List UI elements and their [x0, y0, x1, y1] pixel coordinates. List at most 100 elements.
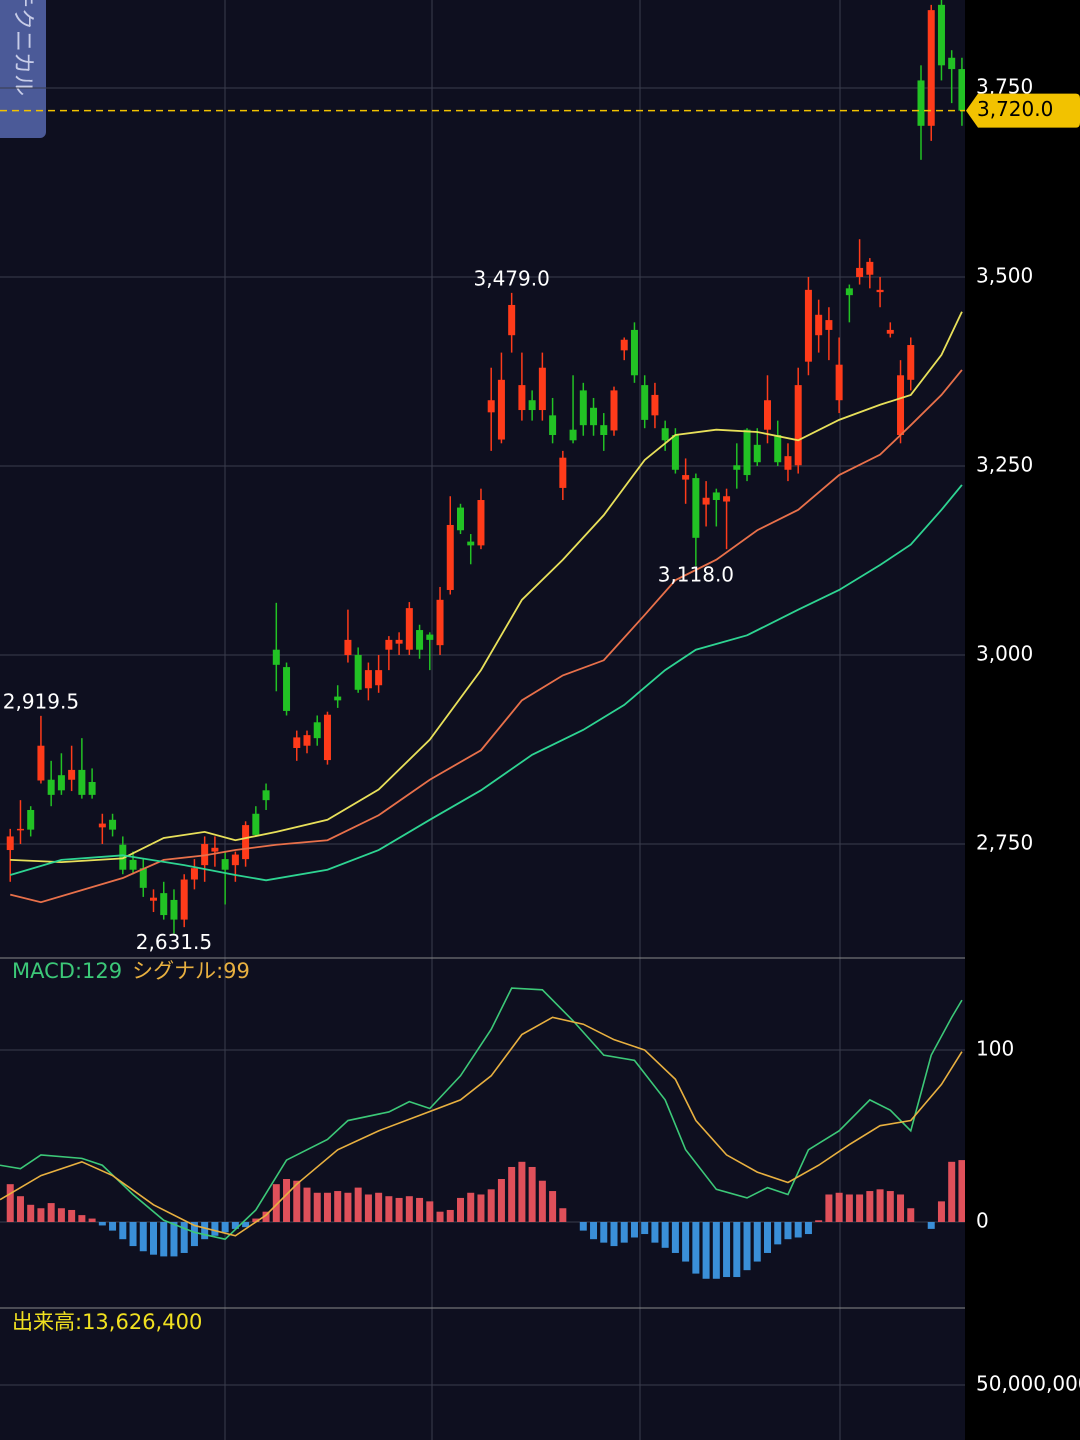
macd-label: MACD:129: [12, 959, 122, 983]
candle-body: [446, 524, 454, 590]
histogram-bar: [139, 1222, 147, 1252]
histogram-bar: [109, 1222, 117, 1231]
histogram-bar: [753, 1222, 761, 1262]
histogram-bar: [149, 1222, 157, 1255]
moving-average: [9, 484, 963, 882]
histogram-bar: [98, 1222, 106, 1226]
histogram-bar: [27, 1204, 35, 1223]
histogram-bar: [508, 1166, 516, 1223]
candle-body: [303, 735, 311, 746]
candle-body: [958, 69, 965, 111]
histogram-bar: [395, 1197, 403, 1223]
candle-body: [682, 475, 690, 480]
candle-body: [180, 879, 188, 920]
histogram-bar: [794, 1222, 802, 1238]
candle-body: [897, 375, 905, 436]
histogram-bar: [682, 1222, 690, 1262]
candle-body: [569, 429, 577, 441]
candle-body: [160, 893, 168, 916]
plot-area: [0, 0, 965, 934]
histogram-bar: [446, 1209, 454, 1223]
candle-body: [477, 500, 485, 546]
candle-body: [436, 599, 444, 646]
candle-body: [98, 823, 106, 828]
candle-body: [692, 478, 700, 538]
histogram-bar: [845, 1194, 853, 1223]
candle-body: [283, 667, 291, 711]
histogram-bar: [661, 1222, 669, 1248]
y-tick-label: 0: [976, 1209, 989, 1233]
candle-body: [395, 639, 403, 644]
candle-body: [6, 836, 14, 851]
histogram-bar: [590, 1222, 598, 1240]
histogram-bar: [518, 1161, 526, 1223]
histogram-bar: [313, 1192, 321, 1223]
histogram-bar: [129, 1222, 137, 1247]
y-tick-label: 3,000: [976, 641, 1033, 665]
macd-line: [0, 1016, 963, 1237]
histogram-bar: [262, 1211, 270, 1223]
candle-body: [559, 457, 567, 488]
candle-body: [375, 670, 383, 686]
histogram-bar: [231, 1222, 239, 1229]
candle-body: [753, 444, 761, 463]
candle-body: [723, 496, 731, 502]
candle-body: [364, 670, 372, 689]
candle-body: [262, 790, 270, 801]
candle-body: [497, 379, 505, 440]
histogram-bar: [620, 1222, 628, 1243]
candle-body: [170, 899, 178, 920]
candle-body: [856, 267, 864, 277]
histogram-bar: [211, 1222, 219, 1236]
plot-area: [0, 987, 965, 1279]
histogram-bar: [88, 1218, 96, 1223]
candle-body: [876, 289, 884, 293]
candle-body: [763, 400, 771, 430]
candle-body: [733, 465, 741, 470]
candle-body: [917, 80, 925, 126]
current-price-tag: [966, 93, 1080, 128]
histogram-bar: [825, 1194, 833, 1223]
histogram-bar: [47, 1203, 55, 1223]
candle-body: [272, 649, 280, 665]
histogram-bar: [375, 1192, 383, 1223]
histogram-bar: [948, 1161, 956, 1223]
candle-body: [57, 775, 65, 791]
candle-body: [109, 819, 117, 830]
candle-body: [385, 639, 393, 650]
histogram-bar: [763, 1222, 771, 1253]
moving-average: [10, 369, 963, 904]
histogram-bar: [804, 1222, 812, 1235]
histogram-bar: [937, 1201, 945, 1223]
candle-body: [671, 435, 679, 470]
histogram-bar: [180, 1222, 188, 1253]
candle-body: [313, 722, 321, 739]
tab[interactable]: テクニカル: [0, 0, 46, 138]
histogram-bar: [815, 1220, 823, 1223]
histogram-bar: [68, 1209, 76, 1223]
histogram-bar: [293, 1180, 301, 1223]
histogram-bar: [477, 1194, 485, 1223]
candle-body: [467, 541, 475, 546]
candle-body: [579, 390, 587, 426]
candle-body: [231, 854, 239, 866]
signal-label: シグナル:99: [132, 959, 250, 983]
candle-body: [641, 385, 649, 420]
tab-label[interactable]: テクニカル: [10, 0, 35, 96]
histogram-bar: [323, 1192, 331, 1223]
candle-body: [293, 737, 301, 748]
histogram-bar: [385, 1196, 393, 1223]
candle-body: [37, 745, 45, 781]
candle-body: [149, 897, 157, 901]
candle-body: [68, 769, 76, 780]
tab-background[interactable]: [0, 0, 46, 138]
histogram-bar: [712, 1222, 720, 1279]
macd-line: [0, 987, 963, 1241]
histogram-bar: [876, 1189, 884, 1223]
histogram-bar: [416, 1197, 424, 1223]
candle-body: [886, 329, 894, 334]
candle-body: [804, 289, 812, 362]
candle-body: [528, 400, 536, 411]
candle-body: [405, 608, 413, 650]
